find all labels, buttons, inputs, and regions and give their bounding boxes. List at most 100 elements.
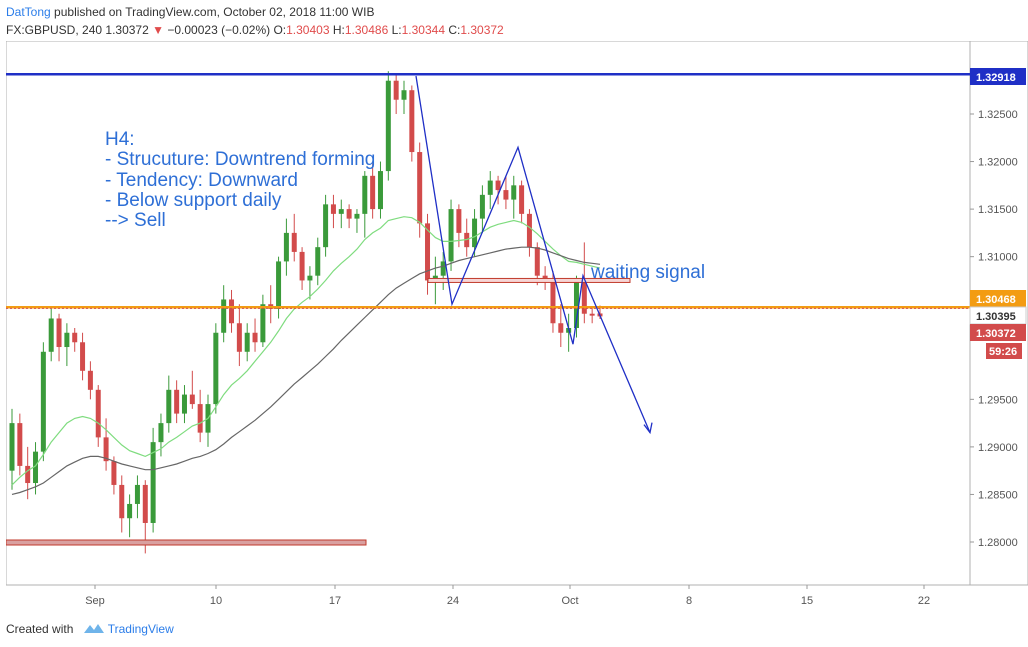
candle-body: [581, 280, 587, 314]
candle-body: [448, 209, 454, 262]
candle-body: [158, 423, 164, 443]
open-value: 1.30403: [286, 23, 330, 37]
price-labels: 1.32918 1.30468 1.30395 1.30372 59:26: [969, 68, 1027, 359]
chart-frame[interactable]: 1.32500 1.32000 1.31500 1.31000 1.29500 1.290…: [5, 40, 1028, 611]
support-zone-rect: [5, 539, 367, 546]
candle-body: [25, 465, 31, 484]
price-chart[interactable]: 1.32500 1.32000 1.31500 1.31000 1.29500 1.290…: [5, 40, 1028, 611]
candle-body: [166, 389, 172, 424]
author-link[interactable]: DatTong: [6, 5, 51, 19]
close-label: C:: [448, 23, 461, 37]
candle-body: [142, 484, 148, 523]
x-tick-label: 15: [801, 595, 813, 607]
drawings-layer: [5, 72, 970, 546]
plot-area[interactable]: [5, 40, 971, 586]
x-tick-label: 17: [329, 595, 341, 607]
candle-body: [409, 90, 415, 153]
y-tick-label: 1.31500: [978, 204, 1018, 216]
candle-body: [550, 280, 556, 324]
open-label: O:: [273, 23, 287, 37]
candle-body: [33, 451, 39, 484]
annotation-line-1: H4:: [105, 129, 135, 150]
y-tick-label: 1.32500: [978, 109, 1018, 121]
support-label: 1.30468: [976, 294, 1016, 306]
countdown-label: 59:26: [989, 346, 1017, 358]
candle-body: [56, 318, 62, 348]
candle-body: [221, 299, 227, 333]
candle-body: [479, 194, 485, 219]
candle-body: [362, 175, 368, 214]
low-value: 1.30344: [401, 23, 445, 37]
candle-body: [87, 370, 93, 390]
x-tick-label: 10: [210, 595, 222, 607]
trend-arrowhead-icon: [643, 422, 653, 435]
candle-body: [150, 442, 156, 523]
y-tick-label: 1.32000: [978, 157, 1018, 169]
candle-body: [252, 332, 258, 343]
down-arrow-icon: ▼: [152, 23, 165, 37]
candle-body: [64, 332, 70, 348]
candle-body: [181, 394, 187, 414]
candles-layer: [9, 71, 603, 554]
footer: Created with TradingView: [6, 621, 174, 638]
candle-body: [244, 332, 250, 352]
candle-body: [95, 389, 101, 438]
high-value: 1.30486: [344, 23, 389, 37]
candle-body: [354, 213, 360, 219]
ohlc-bar: FX:GBPUSD, 240 1.30372 ▼ −0.00023 (−0.02…: [6, 22, 504, 38]
y-tick-labels: 1.32500 1.32000 1.31500 1.31000 1.29500 1.290…: [970, 109, 1018, 549]
candle-body: [472, 218, 478, 248]
y-tick-label: 1.29000: [978, 442, 1018, 454]
candle-body: [197, 404, 203, 433]
candle-body: [338, 209, 344, 214]
tradingview-link[interactable]: TradingView: [107, 622, 174, 636]
x-tick-label: Sep: [85, 595, 105, 607]
y-tick-label: 1.31000: [978, 252, 1018, 264]
annotation-line-3: - Tendency: Downward: [105, 170, 298, 191]
y-tick-label: 1.29500: [978, 394, 1018, 406]
candle-body: [72, 332, 78, 343]
candle-body: [385, 80, 391, 172]
candle-body: [534, 247, 540, 276]
x-tick-labels: Sep 10 17 24 Oct 8 15 22: [85, 585, 930, 607]
moving-averages-layer: [11, 216, 601, 495]
annotation-line-4: - Below support daily: [105, 190, 282, 211]
candle-body: [80, 342, 86, 371]
last-price: 1.30372: [105, 23, 149, 37]
candle-body: [174, 389, 180, 414]
close-value: 1.30372: [460, 23, 504, 37]
candle-body: [229, 299, 235, 324]
candle-body: [315, 247, 321, 276]
moving-average-fast: [11, 216, 601, 486]
candle-body: [134, 484, 140, 504]
candle-body: [526, 213, 532, 248]
resistance-label-bg: [970, 68, 1026, 85]
candle-body: [283, 232, 289, 262]
publish-header: DatTong published on TradingView.com, Oc…: [6, 4, 374, 20]
candle-body: [511, 185, 517, 200]
candle-body: [40, 351, 46, 452]
low-label: L:: [391, 23, 402, 37]
candle-body: [370, 175, 376, 210]
tradingview-logo-icon[interactable]: [83, 622, 105, 638]
candle-body: [401, 90, 407, 100]
last-price-label-bg: [970, 324, 1026, 341]
support-label-bg: [970, 290, 1026, 307]
candle-body: [48, 318, 54, 352]
candle-body: [17, 423, 23, 466]
candle-body: [111, 461, 117, 485]
last-price-label: 1.30372: [976, 328, 1016, 340]
price-change: −0.00023 (−0.02%): [167, 23, 271, 37]
candle-body: [425, 223, 431, 281]
candle-body: [260, 304, 266, 343]
candle-body: [503, 190, 509, 200]
symbol-label[interactable]: FX:GBPUSD, 240: [6, 23, 103, 37]
retest-zone-rect: [427, 277, 631, 283]
candle-body: [377, 171, 383, 210]
waiting-signal-label: waiting signal: [590, 262, 705, 283]
x-tick-label: 8: [686, 595, 692, 607]
candle-body: [346, 209, 352, 219]
candle-body: [189, 394, 195, 405]
candle-body: [307, 275, 313, 281]
annotation-line-5: --> Sell: [105, 210, 166, 231]
